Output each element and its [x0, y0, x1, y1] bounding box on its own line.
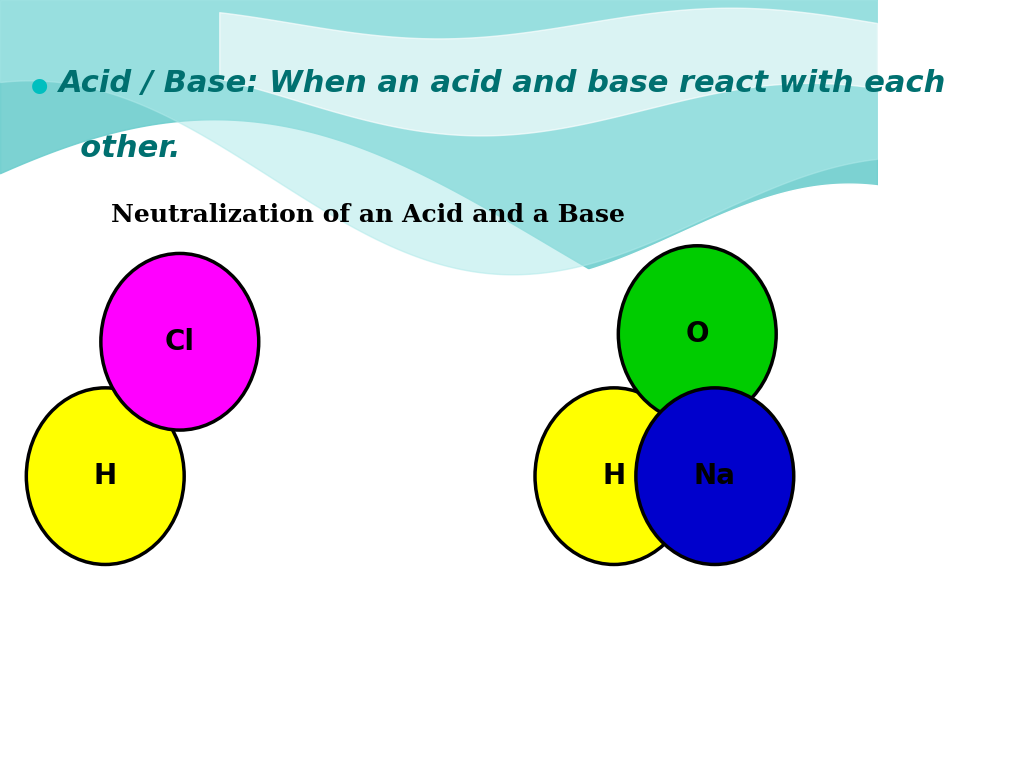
Ellipse shape: [100, 253, 259, 430]
Text: H: H: [602, 462, 626, 490]
Text: Neutralization of an Acid and a Base: Neutralization of an Acid and a Base: [112, 203, 626, 227]
Text: H: H: [93, 462, 117, 490]
Ellipse shape: [618, 246, 776, 422]
Text: O: O: [685, 320, 709, 348]
Ellipse shape: [535, 388, 693, 564]
Text: Acid / Base: When an acid and base react with each: Acid / Base: When an acid and base react…: [58, 69, 946, 98]
Text: Cl: Cl: [165, 328, 195, 356]
Ellipse shape: [27, 388, 184, 564]
Text: Na: Na: [694, 462, 735, 490]
Ellipse shape: [636, 388, 794, 564]
Text: other.: other.: [58, 134, 180, 164]
Text: •: •: [27, 69, 53, 111]
